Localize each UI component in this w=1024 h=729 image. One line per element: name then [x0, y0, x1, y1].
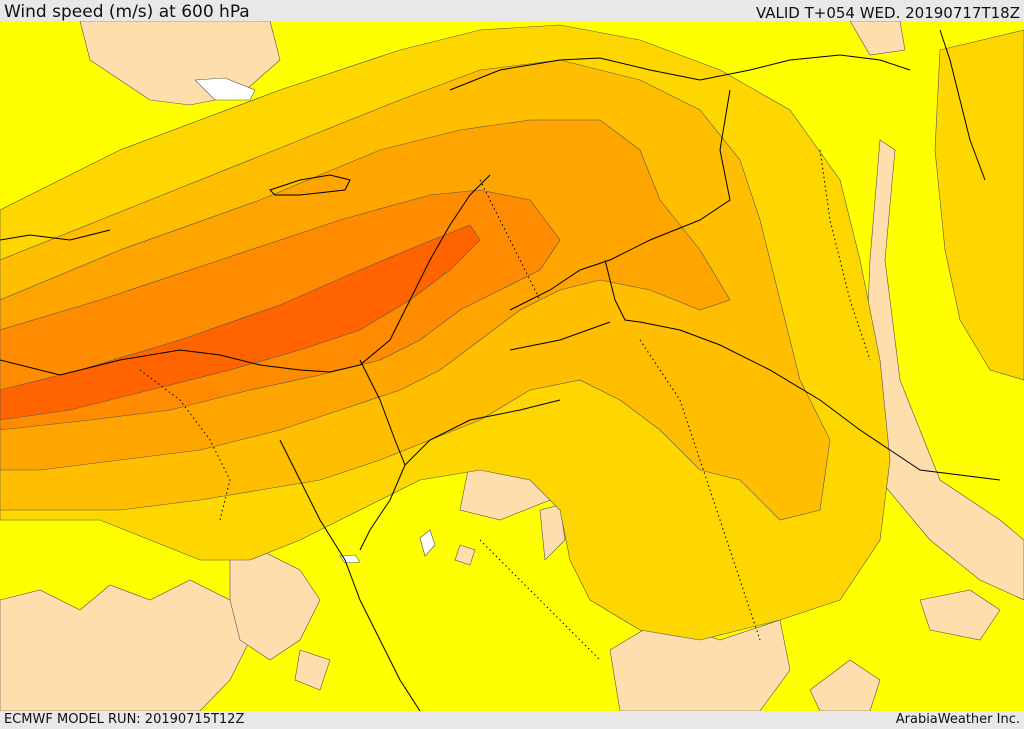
model-run: ECMWF MODEL RUN: 20190715T12Z — [4, 712, 245, 727]
coastlines — [0, 29, 1001, 711]
credit-label: ArabiaWeather Inc. — [895, 712, 1020, 727]
jet-core-area — [0, 224, 481, 421]
valid-time: VALID T+054 WED. 20190717T18Z — [755, 4, 1020, 22]
map-title: Wind speed (m/s) at 600 hPa — [4, 2, 250, 22]
footer-bar: ECMWF MODEL RUN: 20190715T12Z ArabiaWeat… — [0, 711, 1024, 729]
band-2-east — [934, 29, 1024, 381]
wind-speed-map[interactable] — [0, 21, 1024, 711]
map-canvas — [0, 21, 1024, 711]
header-bar: Wind speed (m/s) at 600 hPa VALID T+054 … — [0, 0, 1024, 22]
internal-boundaries — [139, 149, 871, 661]
